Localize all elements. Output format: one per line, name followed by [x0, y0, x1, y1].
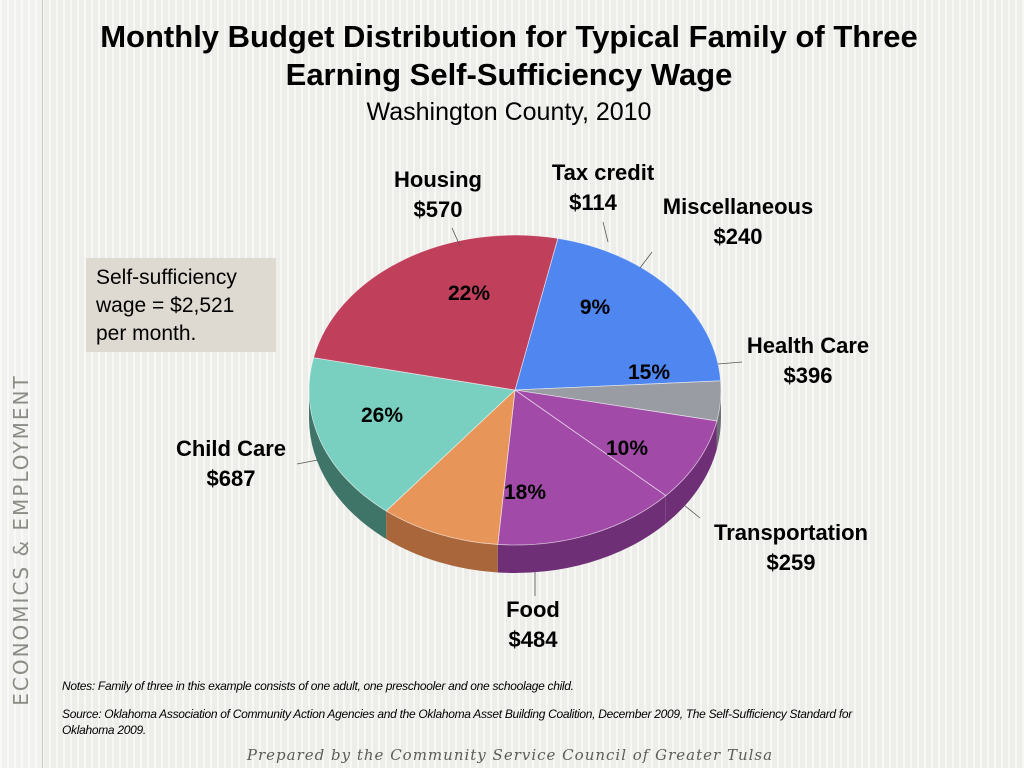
pie-slice-transportation [385, 388, 516, 545]
label-housing: Housing $570 [378, 165, 498, 225]
label-child-care-amount: $687 [206, 466, 256, 491]
label-health-care-name: Health Care [746, 333, 870, 358]
chart-title: Monthly Budget Distribution for Typical … [42, 18, 976, 94]
leader-line-child-care [296, 459, 319, 465]
pie-slice-health-care [497, 389, 667, 546]
label-child-care: Child Care $687 [161, 434, 301, 494]
chart-title-line-2: Earning Self-Sufficiency Wage [285, 57, 733, 92]
footer-credit: Prepared by the Community Service Counci… [246, 746, 774, 764]
pie-side-transportation [386, 510, 498, 573]
wage-callout-line-3: per month. [96, 322, 197, 345]
chart-subtitle: Washington County, 2010 [366, 98, 652, 126]
pie-slice-miscellaneous [514, 389, 718, 497]
label-food-amount: $484 [508, 627, 558, 652]
pie-slice-housing [514, 237, 722, 391]
pie-slice-child-care [313, 234, 559, 391]
label-tax-credit-name: Tax credit [551, 160, 655, 185]
label-tax-credit-amount: $114 [569, 190, 617, 215]
label-food: Food $484 [473, 595, 593, 655]
sidebar: ECONOMICS & EMPLOYMENT [0, 0, 43, 768]
percent-health-care: 15% [627, 361, 671, 384]
label-child-care-name: Child Care [175, 436, 287, 461]
label-housing-amount: $570 [413, 197, 463, 222]
percent-miscellaneous: 9% [579, 296, 611, 319]
percent-child-care: 26% [360, 404, 404, 427]
pie-side-tax-credit [716, 390, 721, 450]
chart-title-line-1: Monthly Budget Distribution for Typical … [100, 19, 918, 54]
wage-callout-box: Self-sufficiency wage = $2,521 per month… [86, 258, 276, 352]
pie-side-miscellaneous [665, 421, 717, 524]
label-food-name: Food [506, 597, 560, 622]
label-health-care: Health Care $396 [728, 331, 888, 391]
wage-callout-line-2: wage = $2,521 [96, 294, 235, 317]
leader-line-health-care [717, 361, 743, 365]
percent-housing: 22% [447, 282, 491, 305]
source-text: Source: Oklahoma Association of Communit… [62, 707, 852, 737]
leader-line-tax-credit [602, 221, 609, 243]
leader-line-transportation [683, 504, 701, 519]
pie-slice-food [308, 357, 516, 512]
leader-line-miscellaneous [639, 251, 653, 269]
leader-line-housing [451, 227, 461, 247]
label-health-care-amount: $396 [783, 363, 833, 388]
pie-side-food [309, 390, 387, 539]
label-transportation: Transportation $259 [695, 518, 887, 578]
label-housing-name: Housing [394, 167, 482, 192]
wage-callout-line-1: Self-sufficiency [96, 266, 237, 289]
percent-food: 18% [503, 481, 547, 504]
label-miscellaneous-amount: $240 [713, 224, 763, 249]
label-tax-credit: Tax credit $114 [533, 158, 673, 218]
label-miscellaneous: Miscellaneous $240 [646, 192, 830, 252]
label-transportation-name: Transportation [713, 520, 868, 545]
percent-transportation: 10% [605, 437, 649, 460]
notes-text: Notes: Family of three in this example c… [62, 679, 574, 693]
label-transportation-amount: $259 [766, 550, 816, 575]
pie-side-health-care [497, 495, 666, 573]
label-miscellaneous-name: Miscellaneous [662, 194, 814, 219]
